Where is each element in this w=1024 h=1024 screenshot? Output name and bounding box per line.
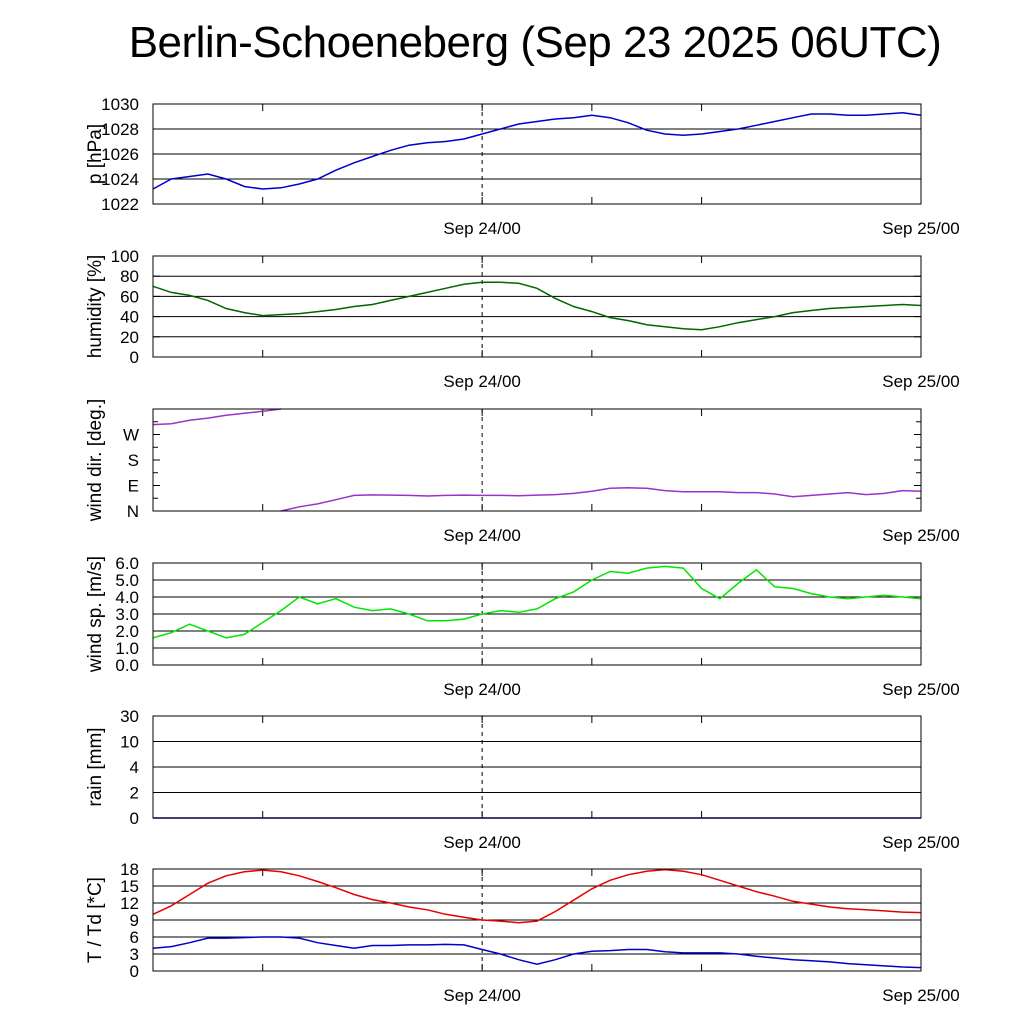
y-tick-label: 15 xyxy=(120,877,139,896)
x-tick-label: Sep 24/00 xyxy=(443,680,521,699)
y-tick-label: 9 xyxy=(130,911,139,930)
y-tick-label: 0 xyxy=(130,962,139,981)
series-line-p-hpa- xyxy=(152,112,922,190)
y-axis-label: rain [mm] xyxy=(85,727,106,806)
series-line-wind-dir-deg- xyxy=(152,408,922,512)
y-tick-label: 2 xyxy=(130,784,139,803)
y-tick-label: 1026 xyxy=(101,145,139,164)
y-tick-label: 3 xyxy=(130,945,139,964)
x-tick-label: Sep 25/00 xyxy=(882,986,960,1005)
y-axis-label: wind sp. [m/s] xyxy=(85,556,106,673)
x-tick-label: Sep 24/00 xyxy=(443,833,521,852)
y-tick-label: 1030 xyxy=(101,95,139,114)
x-tick-label: Sep 25/00 xyxy=(882,372,960,391)
panel-pressure: 1022 1024 1026 1028 1030 p [hPa] Sep 24/00 Sep … xyxy=(85,95,960,238)
x-tick-label: Sep 25/00 xyxy=(882,219,960,238)
y-tick-label: 60 xyxy=(120,287,139,306)
y-axis-label: wind dir. [deg.] xyxy=(85,399,106,523)
y-tick-label: 20 xyxy=(120,328,139,347)
y-tick-label: 4 xyxy=(130,758,139,777)
panel-rain: 0 2 4 10 30 rain [mm] Sep 24/00 Sep 25/00 xyxy=(85,707,960,852)
plot-frame xyxy=(152,715,922,819)
y-tick-label: E xyxy=(128,477,139,496)
plot-frame xyxy=(152,255,922,358)
x-tick-label: Sep 24/00 xyxy=(443,219,521,238)
x-tick-label: Sep 25/00 xyxy=(882,833,960,852)
y-axis-label: humidity [%] xyxy=(85,255,106,358)
y-tick-label: 12 xyxy=(120,894,139,913)
y-tick-label: 80 xyxy=(120,267,139,286)
y-tick-label: 100 xyxy=(111,247,139,266)
y-tick-label: 10 xyxy=(120,733,139,752)
y-tick-label: 0 xyxy=(130,348,139,367)
y-tick-label: 0 xyxy=(130,809,139,828)
y-tick-label: 40 xyxy=(120,308,139,327)
plot-frame xyxy=(152,868,922,972)
plot-frame xyxy=(152,408,922,512)
x-tick-label: Sep 25/00 xyxy=(882,680,960,699)
page-title: Berlin-Schoeneberg (Sep 23 2025 06UTC) xyxy=(128,18,942,67)
y-tick-label: 30 xyxy=(120,707,139,726)
y-axis-label: T / Td [*C] xyxy=(85,877,106,963)
x-tick-label: Sep 24/00 xyxy=(443,372,521,391)
y-tick-label: 1028 xyxy=(101,120,139,139)
y-tick-label: 6 xyxy=(130,928,139,947)
x-tick-label: Sep 24/00 xyxy=(443,526,521,545)
plot-frame xyxy=(152,562,922,666)
y-tick-label: 4.0 xyxy=(115,588,139,607)
y-tick-label: 0.0 xyxy=(115,656,139,675)
y-tick-label: N xyxy=(127,502,139,521)
plot-frame xyxy=(152,103,922,205)
y-tick-label: 2.0 xyxy=(115,622,139,641)
y-tick-label: S xyxy=(128,451,139,470)
y-tick-label: 1022 xyxy=(101,195,139,214)
y-tick-label: W xyxy=(123,426,139,445)
series-line-wind-sp-m-s- xyxy=(152,565,922,639)
y-tick-label: 6.0 xyxy=(115,554,139,573)
x-tick-label: Sep 25/00 xyxy=(882,526,960,545)
y-tick-label: 5.0 xyxy=(115,571,139,590)
y-tick-label: 18 xyxy=(120,860,139,879)
x-tick-label: Sep 24/00 xyxy=(443,986,521,1005)
y-axis-label: p [hPa] xyxy=(85,124,106,184)
panel-wind-speed: 0.01.02.03.04.05.06.0 wind sp. [m/s] Sep 2… xyxy=(85,554,960,699)
y-tick-label: 1024 xyxy=(101,170,139,189)
series-line-td xyxy=(152,936,922,969)
series-line-humidity- xyxy=(152,281,922,331)
y-tick-label: 3.0 xyxy=(115,605,139,624)
series-line-t xyxy=(152,868,922,924)
y-tick-label: 1.0 xyxy=(115,639,139,658)
